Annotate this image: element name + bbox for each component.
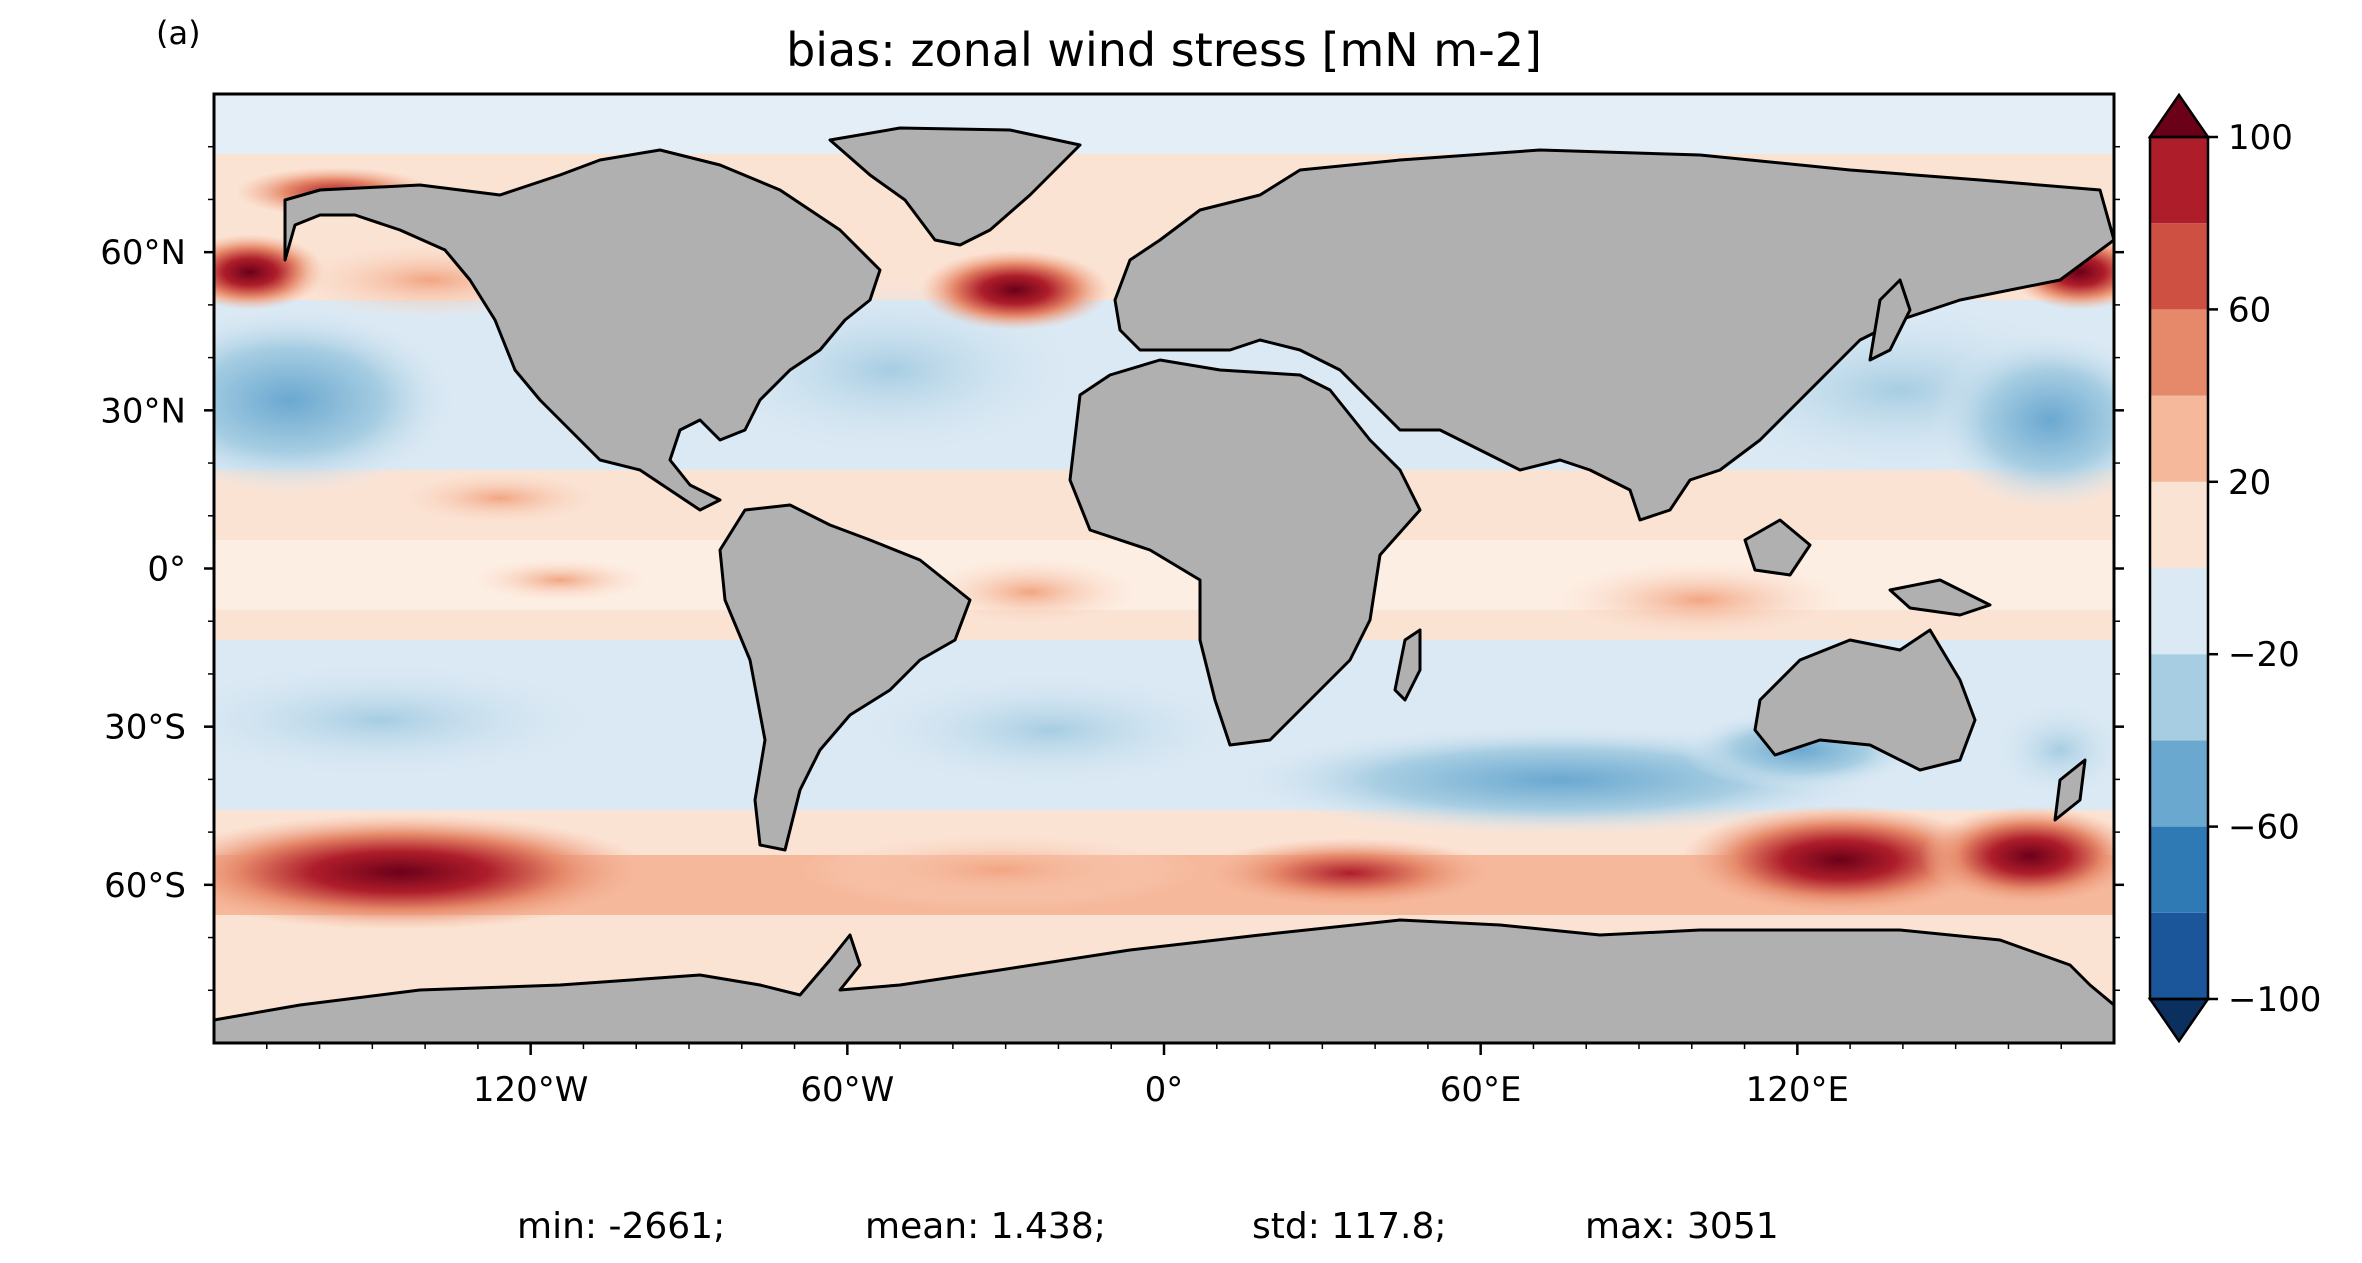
stat-mean: mean: 1.438;	[865, 1206, 1106, 1247]
region-tatl-salmon	[920, 557, 1140, 627]
colorbar-segment	[2150, 568, 2208, 655]
land-new-zealand	[2053, 758, 2087, 822]
region-tind-salmon	[1550, 560, 1850, 640]
land-australia	[1753, 628, 1977, 772]
lat-tick-label: 60°N	[100, 233, 186, 273]
colorbar-segment	[2150, 309, 2208, 396]
land-new-guinea	[1888, 578, 1992, 617]
region-so-pac-red	[214, 814, 650, 930]
land-north-america	[283, 148, 882, 512]
colorbar-frame	[2148, 135, 2210, 1001]
region-so-atl-red	[1200, 838, 1500, 908]
lon-tick-label: 120°W	[473, 1070, 589, 1110]
colorbar-segment	[2150, 740, 2208, 827]
land-madagascar	[1393, 628, 1422, 702]
land-borneo	[1743, 518, 1812, 577]
colorbar-segment	[2150, 223, 2208, 310]
lon-tick-label: 60°E	[1440, 1070, 1522, 1110]
latitude-axis: 60°N 30°N 0° 30°S 60°S	[100, 145, 2124, 992]
region-spac-blue	[214, 660, 610, 780]
region-so-mid-salmon	[800, 830, 1200, 910]
region-satl-blue	[850, 670, 1250, 790]
band-arctic	[214, 94, 2114, 154]
region-wpac-blue	[1930, 330, 2114, 510]
region-natl-red	[920, 250, 1110, 330]
stat-min: min: -2661;	[517, 1206, 725, 1247]
colorbar-tick-label: −100	[2228, 980, 2321, 1020]
colorbar-segment	[2150, 654, 2208, 741]
map-area	[214, 94, 2114, 1043]
lat-tick-label: 30°S	[104, 708, 186, 748]
colorbar-tick-label: 20	[2228, 463, 2271, 503]
colorbar-tick-label: −20	[2228, 635, 2300, 675]
land-antarctica	[214, 918, 2114, 1043]
land-africa	[1068, 358, 1422, 747]
colorbar-segment	[2150, 395, 2208, 482]
colorbar-extend-bottom	[2147, 997, 2211, 1044]
colorbar-segment	[2150, 137, 2208, 224]
land-south-america	[718, 503, 972, 852]
colorbar-segment	[2150, 826, 2208, 913]
lon-tick-label: 120°E	[1746, 1070, 1849, 1110]
colorbar-tick-label: 100	[2228, 118, 2293, 158]
lon-tick-label: 0°	[1145, 1070, 1184, 1110]
longitude-axis: 120°W 60°W 0° 60°E 120°E	[266, 1043, 2062, 1110]
region-tpac-salmon-2	[470, 558, 650, 602]
land-eurasia	[1113, 148, 2114, 522]
region-so-ind-red	[1680, 805, 2000, 915]
panel-label: (a)	[156, 14, 201, 52]
stat-max: max: 3051	[1585, 1206, 1779, 1247]
region-tpac-salmon	[390, 470, 610, 526]
region-so-tas-red	[1920, 806, 2114, 906]
colorbar: 100 60 20 −20 −60 −100	[2147, 92, 2321, 1044]
lat-tick-label: 60°S	[104, 866, 186, 906]
colorbar-segment	[2150, 481, 2208, 568]
lat-tick-label: 30°N	[100, 391, 186, 431]
chart-title: bias: zonal wind stress [mN m-2]	[786, 23, 1542, 77]
region-npac-blue	[214, 305, 460, 495]
stat-std: std: 117.8;	[1252, 1206, 1446, 1247]
lon-tick-label: 60°W	[800, 1070, 894, 1110]
land-greenland	[828, 126, 1082, 247]
land-japan	[1868, 278, 1912, 362]
lat-tick-label: 0°	[147, 550, 186, 590]
colorbar-tick-label: 60	[2228, 290, 2271, 330]
colorbar-extend-top	[2147, 92, 2211, 139]
colorbar-segment	[2150, 912, 2208, 999]
land	[214, 126, 2114, 1043]
colorbar-tick-label: −60	[2228, 808, 2300, 848]
